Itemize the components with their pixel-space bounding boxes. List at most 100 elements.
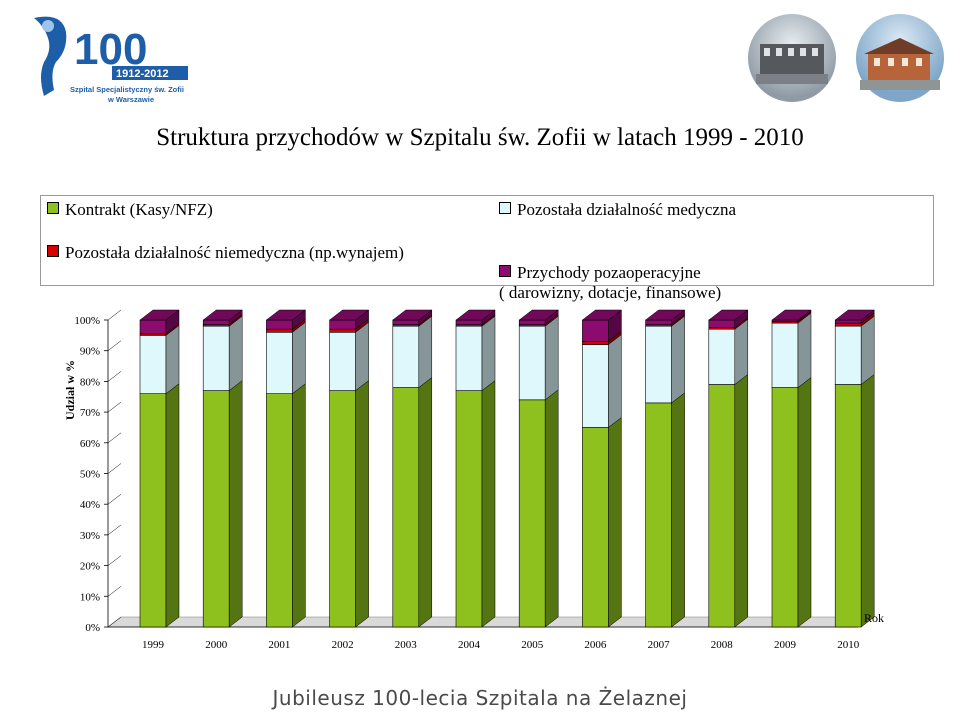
bar-segment: [139, 335, 167, 394]
y-tick-depth: [107, 309, 122, 321]
y-tick-label: 30%: [80, 530, 100, 542]
bar-segment: [834, 322, 862, 327]
x-tick-label: 2010: [837, 639, 860, 651]
legend-swatch-pozaoperacyjne: [499, 265, 511, 277]
bar-top: [518, 309, 559, 321]
logo-number: 100: [74, 25, 147, 74]
y-tick-label: 80%: [80, 376, 100, 388]
bar-segment-side: [165, 383, 180, 628]
bar-segment: [582, 344, 609, 428]
bar-segment: [708, 328, 736, 385]
hospital-photos: [748, 14, 944, 102]
bar-segment: [518, 325, 546, 401]
bar-segment-side: [165, 324, 180, 395]
bar-segment: [834, 325, 862, 385]
bar-segment-side: [860, 315, 875, 385]
bar-top: [392, 309, 433, 321]
bar-segment: [518, 399, 546, 628]
bar-segment: [771, 322, 799, 388]
bar-segment: [329, 328, 356, 333]
footer-text: Jubileusz 100-lecia Szpitala na Żelaznej: [272, 686, 688, 710]
bar-segment-side: [228, 315, 243, 392]
bar-top: [139, 309, 180, 321]
legend-item-kontrakt: Kontrakt (Kasy/NFZ): [47, 200, 213, 220]
bar-segment-side: [797, 312, 812, 389]
y-tick-depth: [107, 524, 122, 536]
y-tick-depth: [107, 463, 122, 474]
y-tick-depth: [107, 586, 122, 597]
bar-segment: [329, 331, 356, 391]
x-tick-label: 2000: [205, 639, 228, 651]
logo-head-icon: [42, 20, 54, 32]
bar-segment-side: [355, 380, 369, 628]
y-tick-label: 20%: [80, 561, 100, 573]
bar-segment: [645, 319, 672, 325]
x-tick-label: 2001: [268, 639, 290, 651]
y-tick-depth: [107, 371, 122, 382]
logo-figure-icon: [34, 16, 67, 96]
bar-top: [328, 309, 370, 321]
y-tick-depth: [107, 340, 122, 351]
bar-segment-side: [734, 373, 749, 628]
bar-segment: [392, 387, 420, 628]
y-tick-label: 60%: [80, 438, 100, 450]
bar-segment: [392, 319, 420, 325]
bar-segment-side: [797, 377, 812, 628]
y-tick-depth: [107, 555, 122, 566]
x-tick-label: 2009: [774, 639, 797, 651]
chart-area: 0% 10% 20% 30% 40% 50% 60% 70% 80% 90% 100% 1999 200…: [74, 309, 875, 651]
bar-segment: [582, 319, 609, 342]
bar-segment: [455, 319, 483, 325]
bar-segment: [266, 331, 293, 394]
slide-title: Struktura przychodów w Szpitalu św. Zofi…: [156, 124, 804, 151]
y-tick-depth: [107, 401, 122, 413]
bar-segment-side: [292, 383, 306, 628]
bar-segment-side: [481, 315, 496, 392]
bar-segment: [202, 319, 230, 325]
bar-top: [265, 309, 307, 321]
x-tick-label: 1999: [142, 639, 165, 651]
bar-segment: [708, 384, 736, 628]
bar-top: [202, 309, 243, 321]
bar-segment: [582, 427, 609, 628]
bar-top: [644, 309, 686, 321]
x-tick-label: 2003: [395, 639, 418, 651]
bar-segment: [392, 325, 420, 388]
bar-segment-side: [228, 380, 243, 628]
x-axis-label: Rok: [864, 611, 884, 625]
bar-segment: [582, 341, 609, 345]
bar-segment: [645, 402, 672, 628]
x-tick-label: 2008: [711, 639, 734, 651]
bar-segment-side: [292, 321, 306, 395]
new-building-photo: [856, 14, 944, 102]
legend-swatch-medyczna: [499, 202, 511, 214]
legend-item-medyczna: Pozostała działalność medyczna: [499, 200, 736, 220]
bar-segment-side: [734, 318, 749, 385]
bar-segment: [455, 325, 483, 391]
bar-segment: [771, 387, 799, 628]
y-tick-depth: [107, 494, 122, 505]
bar-segment: [266, 393, 293, 628]
bar-segment: [266, 328, 293, 333]
x-tick-label: 2005: [521, 639, 544, 651]
y-tick-label: 50%: [80, 469, 100, 481]
chart-legend: Kontrakt (Kasy/NFZ) Pozostała działalnoś…: [40, 195, 934, 302]
bar-segment: [834, 384, 862, 628]
bar-segment: [645, 325, 672, 404]
y-tick-label: 10%: [80, 591, 100, 603]
bar-segment-side: [860, 373, 875, 628]
bar-segment-side: [671, 392, 685, 628]
logo-org-line1: Szpital Specjalistyczny św. Zofii: [70, 85, 184, 94]
y-tick-label: 0%: [85, 622, 100, 634]
bar-top: [455, 309, 496, 321]
bar-top: [581, 309, 623, 321]
old-building-photo: [748, 14, 836, 102]
bar-segment: [329, 390, 356, 628]
legend-swatch-kontrakt: [47, 202, 59, 214]
legend-item-niemedyczna: Pozostała działalność niemedyczna (np.wy…: [47, 243, 404, 263]
bar-segment: [139, 393, 167, 628]
bar-segment: [455, 390, 483, 628]
legend-label-kontrakt: Kontrakt (Kasy/NFZ): [65, 200, 213, 219]
bar-segment-side: [544, 389, 559, 628]
legend-item-pozaoperacyjne: Przychody pozaoperacyjne ( darowizny, do…: [499, 243, 721, 303]
